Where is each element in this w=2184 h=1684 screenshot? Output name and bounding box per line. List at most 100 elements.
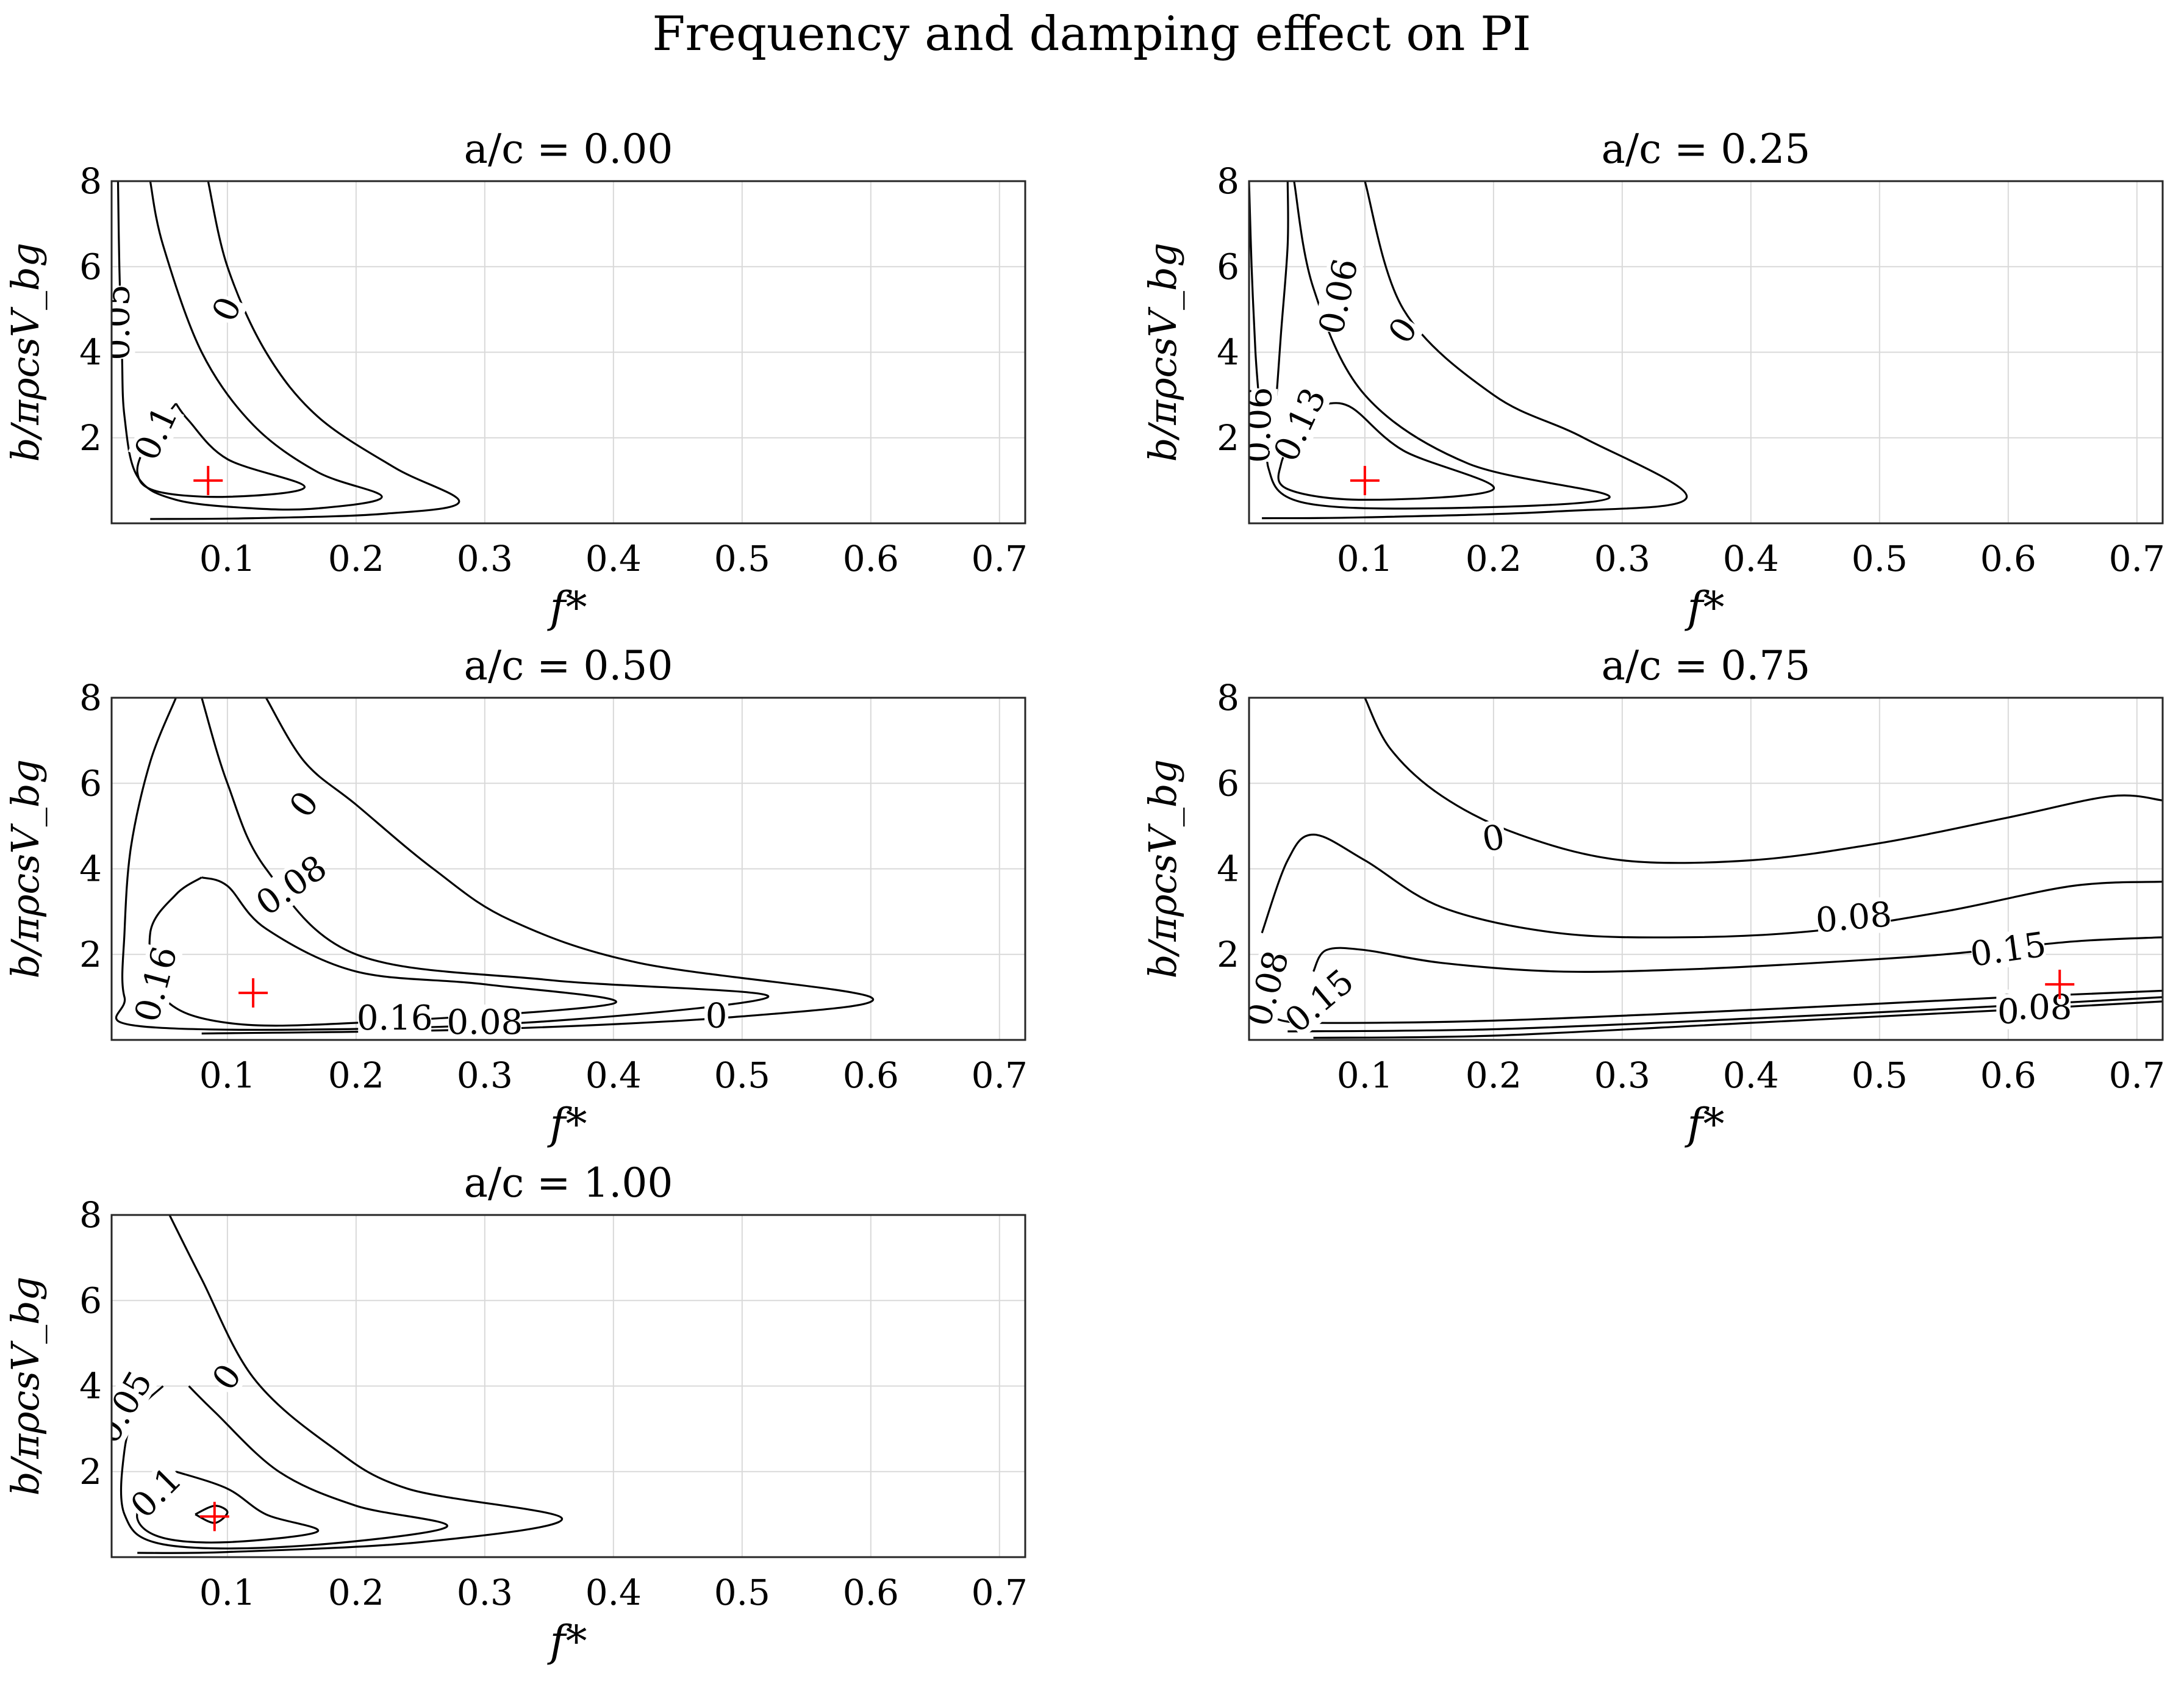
contour-label: 0	[704, 996, 729, 1036]
x-tick-label: 0.6	[1980, 1055, 2036, 1096]
y-tick-label: 8	[79, 1194, 102, 1236]
contour-label-background	[448, 1005, 521, 1040]
x-tick-label: 0.1	[199, 1572, 256, 1613]
y-tick-label: 2	[1217, 417, 1239, 459]
contour-label-background	[112, 1366, 158, 1448]
contour-label-background	[206, 291, 248, 328]
contour-label-background	[1816, 896, 1892, 939]
y-tick-label: 2	[79, 417, 102, 459]
x-tick-label: 0.6	[1980, 538, 2036, 579]
contour-label-background	[129, 944, 183, 1025]
y-axis-label: b/πρcsV_bg	[3, 1277, 48, 1496]
x-tick-label: 0.2	[1466, 1055, 1522, 1096]
y-axis-label: b/πρcsV_bg	[1140, 243, 1185, 462]
x-tick-label: 0.1	[199, 1055, 256, 1096]
y-tick-label: 6	[79, 1280, 102, 1321]
axes-frame	[1248, 697, 2164, 1041]
contour-label-text: 0.05	[98, 284, 138, 360]
y-axis-label: b/πρcsV_bg	[3, 759, 48, 978]
contour-label-background	[251, 850, 332, 921]
x-tick-label: 0.4	[585, 538, 642, 579]
contour-label-background	[358, 1000, 432, 1036]
y-tick-label: 4	[1217, 848, 1239, 890]
x-tick-label: 0.4	[1723, 1055, 1779, 1096]
x-tick-label: 0.5	[714, 538, 770, 579]
axes-frame	[110, 180, 1026, 525]
contour-label: 0.05	[98, 284, 138, 360]
x-tick-label: 0.7	[2109, 538, 2165, 579]
contour-label-background	[112, 285, 135, 359]
contour-label-text: 0.16	[357, 998, 433, 1038]
contour-label-text: 0	[1997, 992, 2019, 1031]
x-tick-label: 0.5	[1852, 1055, 1908, 1096]
contour-line-0	[1262, 181, 1688, 520]
y-tick-label: 8	[1217, 160, 1239, 202]
x-tick-label: 0.6	[843, 538, 899, 579]
contour-line-0.06	[1266, 181, 1611, 510]
y-tick-label: 8	[79, 160, 102, 202]
x-axis-label: f*	[1685, 1099, 1725, 1149]
x-tick-label: 0.3	[457, 1055, 513, 1096]
figure-title: Frequency and damping effect on PI	[652, 7, 1531, 62]
contour-line-0	[137, 1215, 564, 1554]
x-tick-label: 0.3	[457, 1572, 513, 1613]
contour-group: 0.05 00.1	[98, 181, 460, 520]
x-tick-label: 0.7	[2109, 1055, 2165, 1096]
axes-frame	[110, 1214, 1026, 1558]
x-tick-label: 0.1	[1337, 1055, 1393, 1096]
optimum-marker	[1350, 465, 1380, 495]
axes-frame	[1248, 180, 2164, 525]
contour-label-background	[123, 1460, 189, 1525]
contour-label-background	[1249, 948, 1295, 1029]
y-tick-label: 4	[79, 332, 102, 373]
y-tick-label: 8	[79, 677, 102, 718]
y-tick-label: 6	[1217, 246, 1239, 287]
contour-label-background	[282, 784, 326, 825]
y-axis-label: b/πρcsV_bg	[3, 243, 48, 462]
contour-label-text: 0.08	[447, 1003, 523, 1042]
subplot-title: a/c = 0.25	[1602, 126, 1811, 173]
contour-label-text: 0.08	[1814, 895, 1894, 941]
contour-label-background	[1478, 819, 1508, 858]
x-tick-label: 0.4	[585, 1055, 642, 1096]
x-tick-label: 0.1	[1337, 538, 1393, 579]
contour-line-0.05	[120, 1385, 448, 1550]
x-tick-label: 0.7	[972, 1572, 1028, 1613]
y-axis-label: b/πρcsV_bg	[1140, 759, 1185, 978]
optimum-marker	[238, 978, 268, 1008]
subplot-title: a/c = 0.75	[1602, 642, 1811, 689]
x-tick-label: 0.5	[714, 1572, 770, 1613]
x-tick-label: 0.1	[199, 538, 256, 579]
y-tick-label: 6	[79, 246, 102, 287]
contour-label-background	[1996, 994, 2021, 1030]
axes-frame	[110, 697, 1026, 1041]
y-tick-label: 8	[1217, 677, 1239, 718]
x-tick-label: 0.3	[1594, 538, 1650, 579]
x-tick-label: 0.2	[328, 538, 384, 579]
x-tick-label: 0.3	[1594, 1055, 1650, 1096]
contour-line-0.15	[195, 1505, 229, 1524]
optimum-marker	[193, 465, 223, 495]
y-tick-label: 2	[79, 934, 102, 975]
x-tick-label: 0.2	[1466, 538, 1522, 579]
y-tick-label: 4	[1217, 332, 1239, 373]
y-tick-label: 2	[79, 1451, 102, 1492]
subplot-title: a/c = 0.00	[464, 126, 673, 173]
x-tick-label: 0.4	[585, 1572, 642, 1613]
contour-line-0.08	[1261, 833, 2163, 939]
x-axis-label: f*	[1685, 582, 1725, 632]
subplot-1: 0.05 00.1 0.1 0.2 0.3 0.4 0.5 0.6 0.7 2 4 6 8 a/c = 0…	[3, 126, 1028, 632]
contour-label-background	[1268, 384, 1332, 465]
subplot-title: a/c = 1.00	[464, 1159, 673, 1206]
x-tick-label: 0.7	[972, 1055, 1028, 1096]
contour-label: 0	[1996, 992, 2021, 1031]
x-tick-label: 0.2	[328, 1572, 384, 1613]
x-tick-label: 0.2	[328, 1055, 384, 1096]
x-tick-label: 0.5	[714, 1055, 770, 1096]
x-tick-label: 0.6	[843, 1055, 899, 1096]
x-tick-label: 0.6	[843, 1572, 899, 1613]
contour-line-0	[1364, 698, 2163, 864]
contour-label-background	[1969, 926, 2047, 972]
y-tick-label: 6	[1217, 762, 1239, 804]
